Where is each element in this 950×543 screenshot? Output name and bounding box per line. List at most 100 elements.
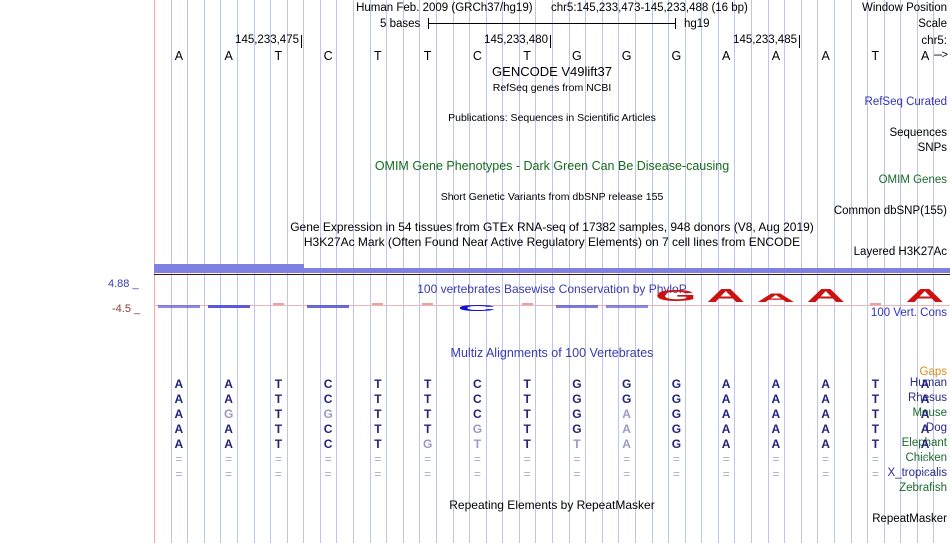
position-text: chr5:145,233,473-145,233,488 (16 bp)	[550, 2, 748, 14]
track-phylop-title[interactable]: 100 vertebrates Basewise Conservation by…	[417, 282, 687, 296]
alignment-base: T	[573, 437, 581, 451]
alignment-base: A	[174, 377, 184, 391]
track-publications-title[interactable]: Publications: Sequences in Scientific Ar…	[448, 112, 656, 124]
ruler-tick	[550, 35, 551, 48]
alignment-base: A	[224, 422, 233, 436]
alignment-base: =	[274, 452, 282, 466]
alignment-base: A	[224, 392, 233, 406]
label-100-vert-cons[interactable]: 100 Vert. Cons	[870, 307, 947, 319]
track-refseq-ncbi-title[interactable]: RefSeq genes from NCBI	[492, 82, 612, 94]
label-layered-h3k27ac[interactable]: Layered H3K27Ac	[853, 246, 947, 258]
alignment-base: A	[721, 377, 731, 391]
alignment-base: T	[374, 407, 382, 421]
alignment-base: A	[174, 437, 184, 451]
alignment-row: = = = = = = = = = = = = = = = =	[0, 466, 950, 482]
sequence-base: G	[572, 49, 582, 63]
conservation-bar	[521, 303, 533, 306]
sequence-base: G	[621, 49, 632, 63]
label-sequences[interactable]: Sequences	[889, 127, 947, 139]
alignment-base: G	[323, 407, 333, 421]
alignment-base: =	[822, 452, 830, 466]
conservation-bar	[207, 305, 250, 309]
alignment-base: =	[324, 452, 332, 466]
alignment-base: =	[175, 467, 183, 481]
alignment-base: T	[374, 422, 382, 436]
ruler-coordinate-label: 145,233,485	[733, 34, 797, 46]
alignment-base: =	[772, 467, 780, 481]
label-chrom: chr5:	[921, 35, 947, 47]
track-dbsnp-title[interactable]: Short Genetic Variants from dbSNP releas…	[440, 191, 664, 203]
alignment-base: =	[374, 467, 382, 481]
sequence-base: T	[871, 49, 880, 63]
alignment-base: A	[721, 392, 731, 406]
alignment-base: =	[623, 467, 631, 481]
alignment-base: T	[423, 422, 432, 436]
alignment-base: =	[374, 452, 382, 466]
track-repeatmasker-title[interactable]: Repeating Elements by RepeatMasker	[449, 498, 655, 512]
conservation-bar: A	[905, 284, 945, 306]
sequence-base: A	[224, 49, 233, 63]
track-gtex-title[interactable]: Gene Expression in 54 tissues from GTEx …	[290, 220, 814, 234]
alignment-base: T	[423, 392, 432, 406]
alignment-base: T	[274, 407, 283, 421]
conservation-bar	[869, 303, 881, 306]
alignment-base: T	[274, 377, 283, 391]
alignment-base: G	[572, 422, 582, 436]
sequence-base: A	[721, 49, 731, 63]
ruler: 145,233,475 145,233,480 145,233,485	[0, 34, 950, 50]
alignment-base: =	[573, 452, 581, 466]
sequence-base: A	[920, 49, 930, 63]
alignment-row	[0, 481, 950, 497]
alignment-base: =	[523, 452, 531, 466]
conservation-bar	[372, 303, 384, 306]
sequence-base: C	[323, 49, 333, 63]
alignment-base: T	[374, 377, 382, 391]
alignment-base: C	[473, 392, 482, 406]
track-multiz-title[interactable]: Multiz Alignments of 100 Vertebrates	[450, 346, 654, 360]
label-omim-genes[interactable]: OMIM Genes	[878, 174, 947, 186]
alignment-base: A	[821, 377, 830, 391]
species-label-x_tropicalis[interactable]: X_tropicalis	[887, 467, 947, 479]
alignment-base: A	[920, 437, 930, 451]
label-gaps[interactable]: Gaps	[919, 366, 948, 378]
alignment-base: =	[672, 467, 680, 481]
alignment-base: =	[921, 467, 929, 481]
alignment-base: T	[423, 377, 432, 391]
species-label-rhesus[interactable]: Rhesus	[908, 392, 947, 404]
alignment-base: A	[622, 437, 631, 451]
alignment-base: A	[920, 422, 930, 436]
sequence-base: T	[374, 49, 382, 63]
alignment-base: T	[523, 437, 531, 451]
scale-bases-label: 5 bases	[380, 18, 421, 30]
track-omim-text[interactable]: OMIM Gene Phenotypes - Dark Green Can Be…	[374, 159, 730, 173]
alignment-base: A	[622, 407, 631, 421]
label-refseq-curated[interactable]: RefSeq Curated	[864, 96, 947, 108]
track-gencode-title[interactable]: GENCODE V49lift37	[492, 64, 612, 79]
alignment-base: T	[423, 407, 432, 421]
label-repeatmasker[interactable]: RepeatMasker	[872, 513, 947, 525]
alignment-base: G	[572, 407, 582, 421]
species-label-mouse[interactable]: Mouse	[912, 407, 947, 419]
species-label-dog[interactable]: Dog	[925, 422, 947, 434]
alignment-base: =	[772, 452, 780, 466]
alignment-base: C	[473, 377, 482, 391]
track-h3k27ac-title[interactable]: H3K27Ac Mark (Often Found Near Active Re…	[303, 235, 801, 249]
alignment-base: A	[771, 392, 781, 406]
species-label-human[interactable]: Human	[909, 377, 947, 389]
label-common-dbsnp[interactable]: Common dbSNP(155)	[833, 205, 947, 217]
sequence-base: T	[423, 49, 432, 63]
label-snps[interactable]: SNPs	[917, 142, 947, 154]
species-label-chicken[interactable]: Chicken	[905, 452, 947, 464]
alignment-base: =	[424, 452, 432, 466]
alignment-base: C	[323, 377, 333, 391]
species-label-elephant[interactable]: Elephant	[901, 437, 947, 449]
species-label-zebrafish[interactable]: Zebrafish	[899, 482, 947, 494]
alignment-base: T	[374, 437, 382, 451]
alignment-base: A	[771, 422, 781, 436]
label-scale: Scale	[918, 18, 947, 30]
strand-arrow: --->	[933, 49, 948, 61]
